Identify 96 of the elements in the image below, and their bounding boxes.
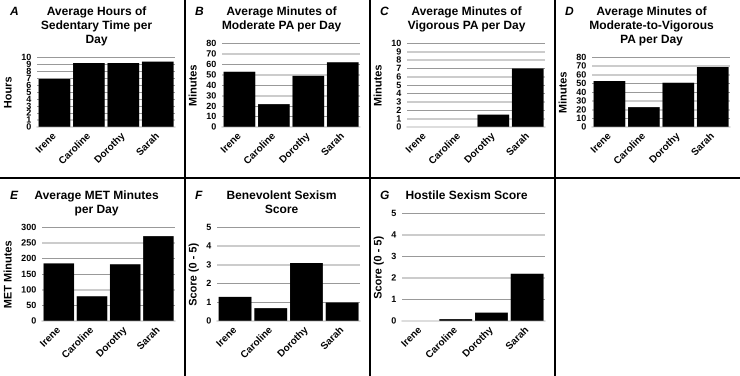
y-tick-label: 0	[581, 122, 586, 132]
bar	[110, 264, 140, 321]
y-axis-title: Score (0 - 5)	[372, 235, 385, 299]
y-tick-label: 70	[576, 60, 586, 71]
y-tick-label: 20	[206, 100, 216, 111]
y-tick-label: 0	[206, 316, 212, 326]
text: E	[10, 188, 18, 202]
y-tick-label: 20	[576, 104, 586, 114]
y-tick-label: 4	[391, 229, 396, 240]
y-tick-label: 3	[26, 100, 32, 111]
bar	[628, 107, 660, 127]
y-tick-label: 0	[26, 122, 32, 132]
y-axis-title: Minutes	[188, 64, 200, 106]
y-tick-label: 40	[206, 80, 216, 90]
bar	[76, 296, 108, 321]
y-axis-title: Minutes	[372, 64, 385, 106]
bar	[290, 263, 323, 321]
bar	[475, 312, 508, 321]
y-tick-label: 30	[206, 90, 216, 100]
y-tick-label: 50	[576, 78, 586, 88]
y-tick-label: 50	[206, 69, 216, 80]
y-tick-label: 0	[396, 122, 402, 132]
chart-title: Average Minutes of Moderate-to-Vigorous PA per Day	[589, 4, 714, 46]
bar	[696, 67, 729, 127]
y-tick-label: 4	[206, 240, 212, 251]
y-tick-label: 8	[396, 54, 402, 65]
y-tick-label: 5	[391, 208, 396, 218]
bar	[662, 82, 694, 127]
y-tick-label: 80	[206, 38, 216, 48]
y-tick-label: 2	[396, 104, 402, 115]
bar	[326, 302, 359, 321]
y-tick-label: 50	[26, 300, 36, 310]
y-tick-label: 10	[206, 111, 216, 122]
y-tick-label: 4	[396, 88, 402, 98]
bar	[258, 104, 290, 127]
bar	[292, 76, 324, 127]
y-tick-label: 300	[21, 222, 36, 232]
text: B	[195, 4, 204, 18]
y-tick-label: 250	[21, 238, 36, 248]
bar	[44, 263, 74, 321]
bar	[326, 62, 359, 127]
text: D	[565, 4, 574, 18]
y-tick-label: 0	[31, 316, 36, 326]
bar	[254, 308, 288, 321]
chart-title: Benevolent Sexism Score	[226, 188, 337, 216]
y-tick-label: 60	[576, 69, 586, 80]
y-tick-label: 150	[21, 268, 36, 279]
bar	[218, 296, 252, 321]
y-tick-label: 1	[391, 294, 396, 304]
y-tick-label: 10	[391, 38, 402, 48]
y-tick-label: 3	[391, 251, 396, 262]
y-tick-label: 3	[206, 259, 212, 270]
y-tick-label: 0	[391, 316, 396, 326]
y-tick-label: 5	[206, 222, 212, 232]
y-tick-label: 30	[576, 96, 586, 106]
y-tick-label: 9	[396, 46, 402, 56]
y-axis-title: Score (0 - 5)	[188, 242, 200, 306]
y-tick-label: 0	[211, 122, 216, 132]
text: F	[195, 188, 202, 202]
y-axis-title: Hours	[2, 76, 15, 108]
y-tick-label: 5	[396, 80, 402, 90]
y-tick-label: 40	[576, 86, 586, 97]
text: A	[10, 4, 19, 18]
bar	[594, 80, 626, 127]
y-tick-label: 6	[396, 71, 402, 82]
y-axis-title: MET Minutes	[2, 240, 15, 308]
bar	[107, 62, 140, 127]
chart-title: Hostile Sexism Score	[405, 188, 528, 202]
bar	[510, 274, 544, 321]
y-tick-label: 10	[576, 112, 586, 123]
y-tick-label: 80	[576, 52, 586, 62]
bar	[224, 72, 256, 127]
y-tick-label: 7	[396, 63, 402, 74]
y-tick-label: 6	[26, 80, 32, 90]
chart-title: Average MET Minutes per Day	[34, 188, 159, 216]
bar	[142, 62, 174, 127]
chart-title: Average Minutes of Moderate PA per Day	[222, 4, 342, 32]
y-tick-label: 3	[396, 96, 402, 107]
y-tick-label: 1	[206, 296, 212, 307]
y-axis-title: Minutes	[558, 72, 570, 114]
y-tick-label: 1	[396, 113, 402, 124]
chart-title: Average Hours of Sedentary Time per Day	[40, 4, 152, 46]
bar	[38, 79, 70, 127]
y-tick-label: 100	[21, 284, 36, 294]
text: G	[380, 188, 390, 202]
bar	[143, 236, 174, 321]
y-tick-label: 2	[391, 272, 396, 283]
chart-title: Average Minutes of Vigorous PA per Day	[408, 4, 526, 32]
y-tick-label: 60	[206, 58, 216, 69]
y-tick-label: 10	[21, 52, 32, 62]
text: C	[380, 4, 389, 18]
y-tick-label: 200	[21, 253, 36, 264]
bar	[73, 62, 105, 127]
y-tick-label: 2	[206, 278, 212, 288]
y-tick-label: 70	[206, 48, 216, 58]
y-tick-label: 8	[26, 66, 32, 76]
